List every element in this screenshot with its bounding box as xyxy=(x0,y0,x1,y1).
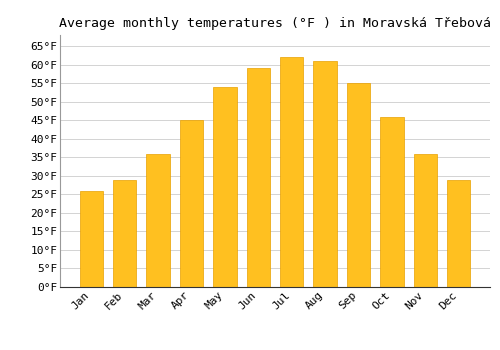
Title: Average monthly temperatures (°F ) in Moravská Třebová: Average monthly temperatures (°F ) in Mo… xyxy=(59,17,491,30)
Bar xyxy=(380,117,404,287)
Bar xyxy=(347,83,370,287)
Bar xyxy=(146,154,170,287)
Bar xyxy=(180,120,203,287)
Bar xyxy=(314,61,337,287)
Bar xyxy=(113,180,136,287)
Bar xyxy=(447,180,470,287)
Bar xyxy=(80,191,103,287)
Bar xyxy=(213,87,236,287)
Bar xyxy=(414,154,437,287)
Bar xyxy=(280,57,303,287)
Bar xyxy=(246,68,270,287)
